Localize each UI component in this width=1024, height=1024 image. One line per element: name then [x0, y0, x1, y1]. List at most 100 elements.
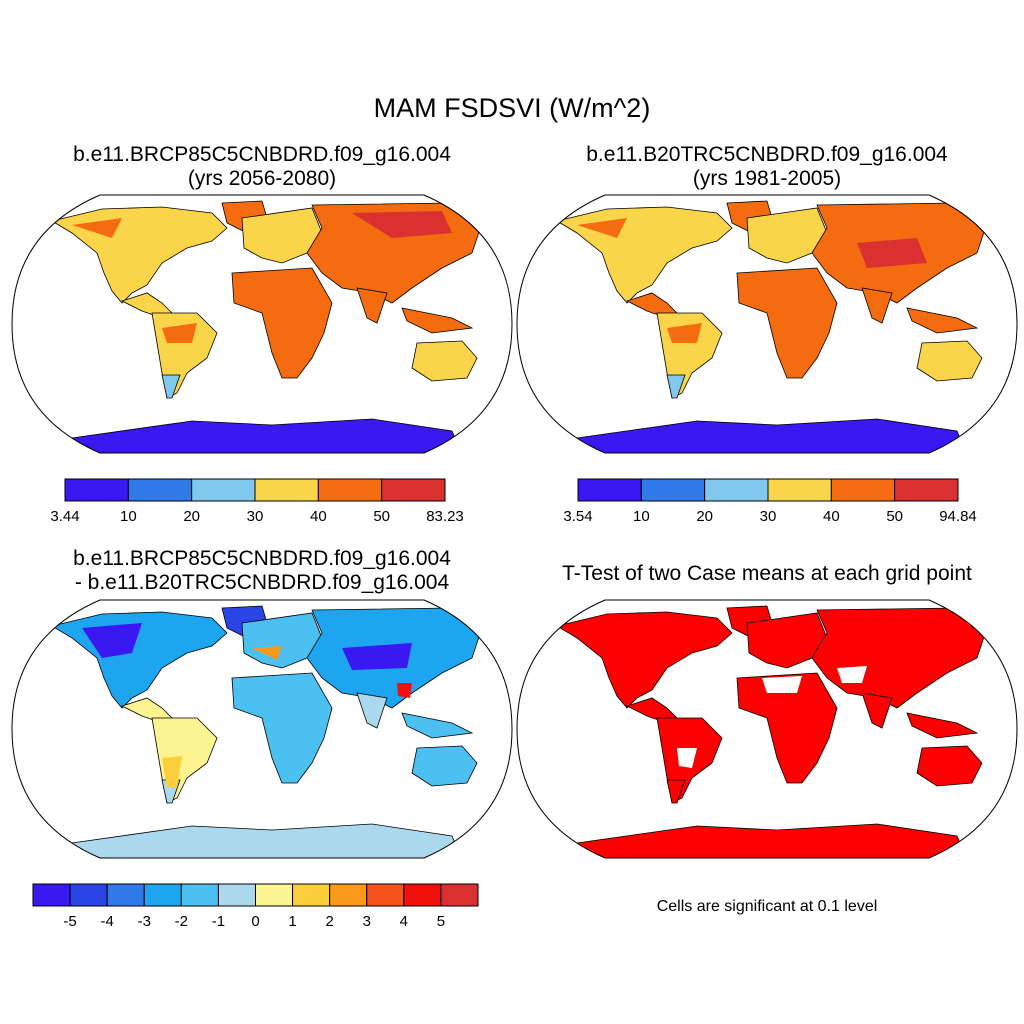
- landmass-an: [71, 823, 463, 858]
- colorbar-tick-label: 3: [363, 913, 371, 930]
- landmass-af: [736, 267, 838, 379]
- map-difference: [11, 599, 513, 859]
- colorbar-box: [329, 883, 368, 907]
- landmass-an: [576, 823, 968, 858]
- landmass-au: [411, 340, 478, 382]
- colorbar-box: [255, 883, 294, 907]
- field-patch: [677, 748, 697, 768]
- landmass-na: [555, 206, 733, 304]
- colorbar-box: [180, 883, 219, 907]
- landmass-af: [736, 672, 838, 784]
- landmass-eu: [241, 612, 323, 669]
- colorbar-box: [577, 478, 642, 502]
- field-patch: [577, 218, 627, 238]
- colorbar-box: [381, 478, 446, 502]
- landmass-sea: [906, 307, 979, 334]
- panel-2-title: b.e11.B20TRC5CNBDRD.f09_g16.004 (yrs 198…: [517, 143, 1017, 191]
- colorbar-tick-label: 10: [120, 508, 137, 525]
- field-patch: [837, 666, 867, 683]
- colorbar-tick-label: 3.44: [50, 508, 79, 525]
- field-patch: [342, 643, 412, 670]
- map-ttest: [516, 599, 1018, 859]
- main-title: MAM FSDSVI (W/m^2): [373, 93, 651, 123]
- landmass-au: [916, 340, 983, 382]
- field-patch: [397, 683, 412, 698]
- colorbar-box: [704, 478, 769, 502]
- landmass-sa2: [666, 374, 686, 399]
- landmass-as: [811, 607, 988, 709]
- panel-1-title-line2: (yrs 2056-2080): [187, 167, 337, 190]
- colorbar-tick-label: 20: [696, 508, 713, 525]
- landmass-sa: [151, 717, 218, 804]
- landmass-au: [411, 745, 478, 787]
- field-patch: [667, 323, 702, 343]
- panel-2-title-line2: (yrs 1981-2005): [692, 167, 842, 190]
- colorbar-tick-label: 83.23: [426, 508, 464, 525]
- landmass-an: [576, 418, 968, 453]
- landmass-in: [356, 692, 388, 729]
- colorbar-box: [292, 883, 331, 907]
- panel-1-title: b.e11.BRCP85C5CNBDRD.f09_g16.004 (yrs 20…: [12, 143, 512, 191]
- colorbar-tick-label: -4: [100, 913, 113, 930]
- colorbar-tick-label: 40: [823, 508, 840, 525]
- colorbar-box: [69, 883, 108, 907]
- colorbar-box: [127, 478, 193, 502]
- colorbar-box: [366, 883, 405, 907]
- colorbar-box: [254, 478, 319, 502]
- colorbar-box: [64, 478, 129, 502]
- panel-3-title-line2: - b.e11.B20TRC5CNBDRD.f09_g16.004: [74, 571, 450, 594]
- colorbar-box: [403, 883, 442, 907]
- landmass-eu: [241, 207, 323, 264]
- field-patch: [857, 238, 927, 268]
- field-patch: [82, 623, 142, 658]
- colorbar-box: [143, 883, 182, 907]
- field-patch: [72, 218, 122, 238]
- landmass-sea: [906, 712, 979, 739]
- colorbar-difference: -5 -4 -3 -2 -1 0 1 2 3 4 5: [32, 883, 479, 930]
- landmass-sea: [401, 307, 474, 334]
- colorbar-box: [894, 478, 959, 502]
- map-historical: [516, 194, 1018, 454]
- panel-3-title: b.e11.BRCP85C5CNBDRD.f09_g16.004 - b.e11…: [12, 547, 512, 595]
- colorbar-tick-label: 3.54: [563, 508, 592, 525]
- colorbar-tick-label: 2: [325, 913, 333, 930]
- panel-3-title-line1: b.e11.BRCP85C5CNBDRD.f09_g16.004: [73, 547, 451, 570]
- colorbar-historical: 3.54 10 20 30 40 50 94.84: [563, 478, 977, 525]
- landmass-eu: [746, 612, 828, 669]
- colorbar-tick-label: -1: [212, 913, 225, 930]
- colorbar-box: [767, 478, 832, 502]
- landmass-an: [71, 418, 463, 453]
- colorbar-tick-label: 94.84: [939, 508, 977, 525]
- colorbar-tick-label: 50: [886, 508, 903, 525]
- landmass-eu: [746, 207, 828, 264]
- landmass-na: [50, 206, 228, 304]
- field-patch: [352, 211, 452, 238]
- significance-note: Cells are significant at 0.1 level: [656, 898, 878, 915]
- colorbar-box: [640, 478, 706, 502]
- landmass-sea: [401, 712, 474, 739]
- colorbar-tick-label: 50: [373, 508, 390, 525]
- map-future: [11, 194, 513, 454]
- colorbar-tick-label: -5: [63, 913, 76, 930]
- colorbar-tick-label: 40: [310, 508, 327, 525]
- landmass-au: [916, 745, 983, 787]
- colorbar-tick-label: 0: [251, 913, 259, 930]
- landmass-sa2: [666, 779, 686, 804]
- landmass-in: [861, 692, 893, 729]
- panel-4-title: T-Test of two Case means at each grid po…: [562, 562, 972, 585]
- colorbar-tick-label: -3: [138, 913, 151, 930]
- field-patch: [162, 323, 197, 343]
- colorbar-tick-label: 1: [288, 913, 296, 930]
- landmass-af: [231, 672, 333, 784]
- field-patch: [252, 646, 282, 660]
- colorbar-tick-label: 30: [760, 508, 777, 525]
- colorbar-box: [106, 883, 145, 907]
- field-patch: [762, 676, 802, 693]
- colorbar-box: [217, 883, 257, 907]
- colorbar-box: [440, 883, 479, 907]
- colorbar-box: [32, 883, 71, 907]
- colorbar-tick-label: 10: [633, 508, 650, 525]
- field-patch: [162, 756, 182, 788]
- colorbar-future: 3.44 10 20 30 40 50 83.23: [50, 478, 464, 525]
- landmass-in: [356, 287, 388, 324]
